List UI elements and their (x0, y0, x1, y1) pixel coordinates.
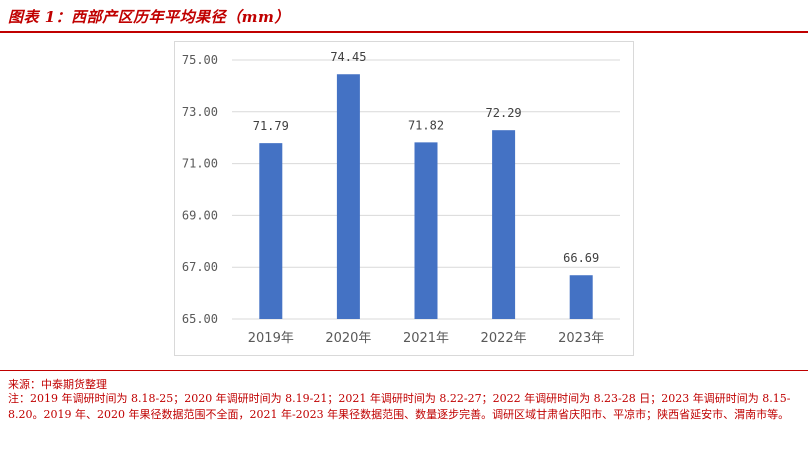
data-label: 74.45 (330, 50, 366, 64)
bar (492, 130, 516, 319)
title-bar: 图表 1：西部产区历年平均果径（mm） (0, 0, 808, 33)
data-label: 71.82 (408, 118, 444, 132)
y-tick-label: 69.00 (182, 208, 218, 222)
x-tick-label: 2021年 (403, 331, 449, 346)
source-text: 来源：中泰期货整理 (8, 378, 107, 391)
footer-rule (0, 370, 808, 371)
data-label: 66.69 (563, 251, 599, 265)
y-tick-label: 71.00 (182, 157, 218, 171)
x-tick-label: 2022年 (481, 331, 527, 346)
bar (336, 74, 360, 320)
x-tick-label: 2019年 (248, 331, 294, 346)
bar (414, 142, 438, 319)
y-tick-label: 67.00 (182, 260, 218, 274)
data-label: 72.29 (486, 106, 522, 120)
y-tick-label: 75.00 (182, 53, 218, 67)
data-label: 71.79 (253, 119, 289, 133)
chart-frame (174, 41, 634, 356)
x-tick-label: 2023年 (558, 331, 604, 346)
y-tick-label: 65.00 (182, 312, 218, 326)
bar-chart: 65.00 67.00 69.00 71.00 73.00 75.00 71.79 2019年… (182, 50, 620, 346)
title-rule (0, 31, 808, 33)
bar (569, 275, 593, 319)
y-tick-label: 73.00 (182, 105, 218, 119)
bar (259, 143, 283, 319)
x-tick-label: 2020年 (325, 331, 371, 346)
note-text: 注：2019 年调研时间为 8.18-25；2020 年调研时间为 8.19-2… (8, 392, 791, 421)
figure-title: 图表 1：西部产区历年平均果径（mm） (8, 8, 290, 26)
